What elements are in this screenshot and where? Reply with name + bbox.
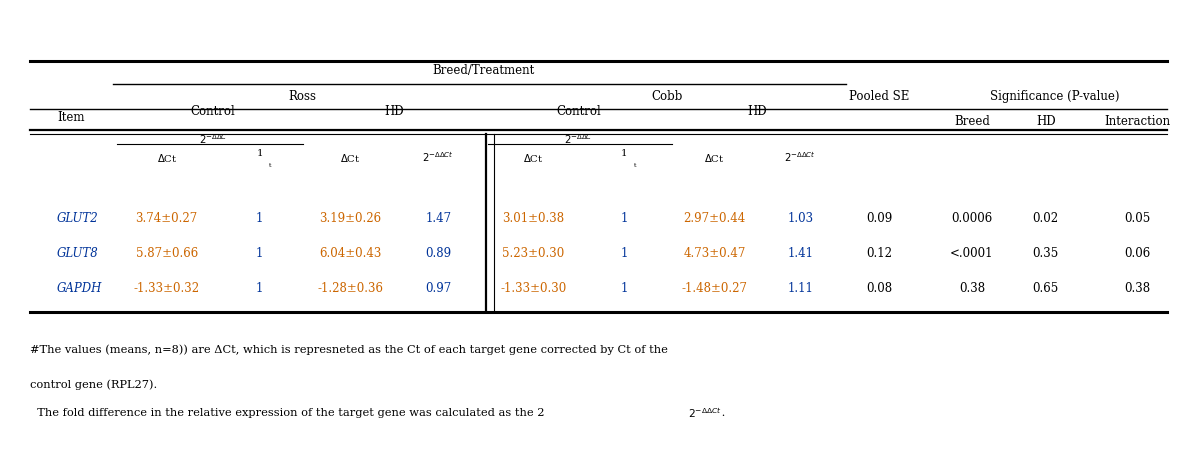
Text: Significance (P-value): Significance (P-value) (990, 90, 1120, 103)
Text: 1.47: 1.47 (425, 212, 451, 225)
Text: 5.87±0.66: 5.87±0.66 (136, 247, 198, 260)
Text: GLUT2: GLUT2 (57, 212, 99, 225)
Text: 1.03: 1.03 (787, 212, 813, 225)
Text: 0.08: 0.08 (866, 282, 892, 295)
Text: 1: 1 (621, 149, 628, 159)
Text: HD: HD (1036, 115, 1055, 129)
Text: $2^{-\Delta\Delta C}$: $2^{-\Delta\Delta C}$ (199, 132, 227, 146)
Text: $\Delta$Ct: $\Delta$Ct (339, 151, 361, 164)
Text: Ross: Ross (288, 90, 317, 103)
Text: $2^{-\Delta\Delta Ct}$: $2^{-\Delta\Delta Ct}$ (785, 151, 816, 165)
Text: 1.11: 1.11 (787, 282, 813, 295)
Text: -1.28±0.36: -1.28±0.36 (317, 282, 384, 295)
Text: $\Delta$Ct: $\Delta$Ct (156, 151, 177, 164)
Text: 0.02: 0.02 (1033, 212, 1059, 225)
Text: 0.12: 0.12 (866, 247, 892, 260)
Text: 0.0006: 0.0006 (952, 212, 992, 225)
Text: 0.65: 0.65 (1033, 282, 1059, 295)
Text: control gene (RPL27).: control gene (RPL27). (30, 380, 157, 390)
Text: 0.38: 0.38 (959, 282, 985, 295)
Text: 1: 1 (256, 149, 263, 159)
Text: -1.33±0.30: -1.33±0.30 (500, 282, 567, 295)
Text: 0.05: 0.05 (1124, 212, 1151, 225)
Text: Pooled SE: Pooled SE (849, 90, 909, 103)
Text: Item: Item (57, 111, 85, 124)
Text: Interaction: Interaction (1104, 115, 1171, 129)
Text: HD: HD (385, 105, 404, 118)
Text: 1.41: 1.41 (787, 247, 813, 260)
Text: 0.06: 0.06 (1124, 247, 1151, 260)
Text: t: t (634, 163, 636, 167)
Text: 5.23±0.30: 5.23±0.30 (503, 247, 565, 260)
Text: -1.48±0.27: -1.48±0.27 (681, 282, 748, 295)
Text: 3.19±0.26: 3.19±0.26 (319, 212, 381, 225)
Text: GLUT8: GLUT8 (57, 247, 99, 260)
Text: The fold difference in the relative expression of the target gene was calculated: The fold difference in the relative expr… (30, 408, 544, 418)
Text: Breed: Breed (954, 115, 990, 129)
Text: 3.74±0.27: 3.74±0.27 (136, 212, 198, 225)
Text: $\Delta$Ct: $\Delta$Ct (523, 151, 544, 164)
Text: <.0001: <.0001 (950, 247, 993, 260)
Text: 0.97: 0.97 (425, 282, 451, 295)
Text: $2^{-\Delta\Delta Ct}$: $2^{-\Delta\Delta Ct}$ (687, 406, 722, 420)
Text: 1: 1 (256, 247, 263, 260)
Text: 1: 1 (621, 282, 628, 295)
Text: $\Delta$Ct: $\Delta$Ct (704, 151, 725, 164)
Text: HD: HD (748, 105, 767, 118)
Text: $2^{-\Delta\Delta Ct}$: $2^{-\Delta\Delta Ct}$ (423, 151, 454, 165)
Text: 1: 1 (621, 212, 628, 225)
Text: 0.09: 0.09 (866, 212, 892, 225)
Text: Breed/Treatment: Breed/Treatment (432, 64, 535, 77)
Text: Cobb: Cobb (651, 90, 682, 103)
Text: 1: 1 (256, 212, 263, 225)
Text: GAPDH: GAPDH (57, 282, 102, 295)
Text: t: t (269, 163, 272, 167)
Text: 0.89: 0.89 (425, 247, 451, 260)
Text: #The values (means, n=8)) are ΔCt, which is represneted as the Ct of each target: #The values (means, n=8)) are ΔCt, which… (30, 345, 668, 355)
Text: 3.01±0.38: 3.01±0.38 (503, 212, 565, 225)
Text: Control: Control (191, 105, 236, 118)
Text: 1: 1 (621, 247, 628, 260)
Text: .: . (718, 408, 725, 418)
Text: 0.38: 0.38 (1124, 282, 1151, 295)
Text: $2^{-\Delta\Delta C}$: $2^{-\Delta\Delta C}$ (565, 132, 593, 146)
Text: 2.97±0.44: 2.97±0.44 (684, 212, 746, 225)
Text: -1.33±0.32: -1.33±0.32 (133, 282, 200, 295)
Text: 1: 1 (256, 282, 263, 295)
Text: Control: Control (556, 105, 601, 118)
Text: 0.35: 0.35 (1033, 247, 1059, 260)
Text: 6.04±0.43: 6.04±0.43 (319, 247, 381, 260)
Text: 4.73±0.47: 4.73±0.47 (684, 247, 746, 260)
